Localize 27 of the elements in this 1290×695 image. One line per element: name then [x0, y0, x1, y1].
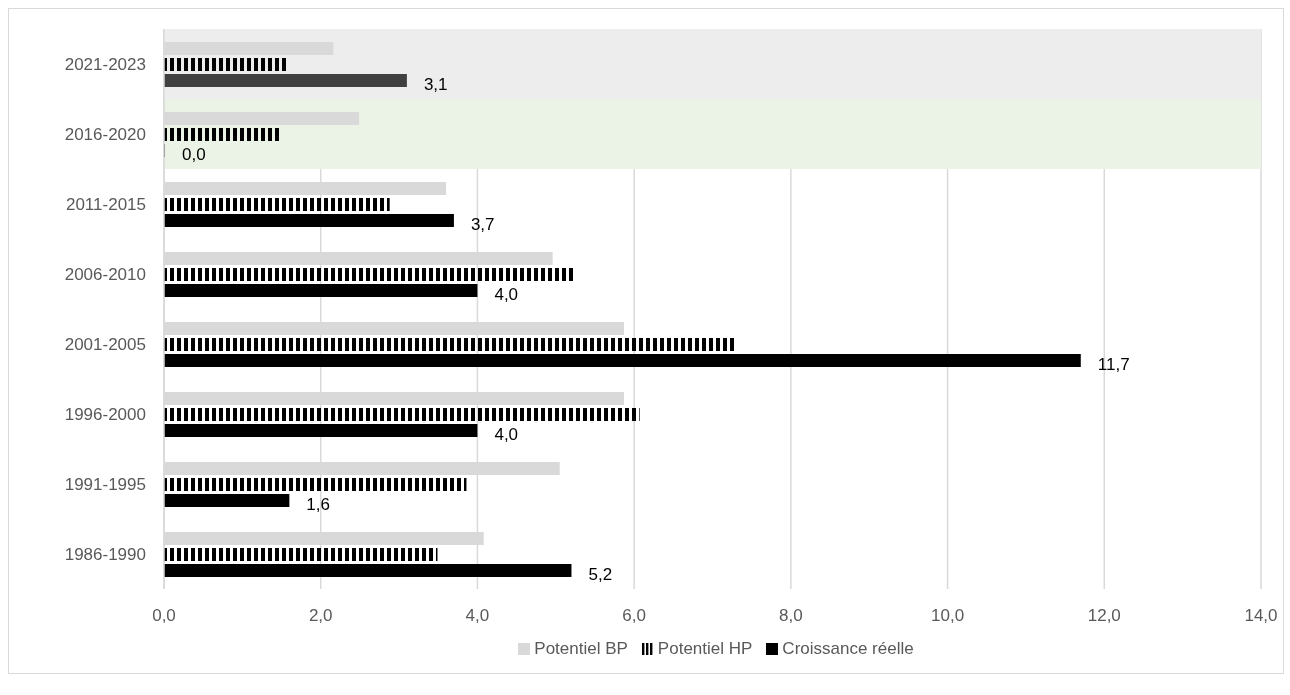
data-label: 4,0 [494, 424, 519, 444]
x-tick-label: 14,0 [1244, 606, 1278, 626]
legend-label: Croissance réelle [781, 639, 914, 659]
data-label: 5,2 [588, 564, 613, 584]
y-tick-label: 2011-2015 [65, 195, 146, 215]
data-label: 1,6 [306, 494, 331, 514]
y-tick-label: 2016-2020 [64, 125, 146, 145]
y-tick-label: 1986-1990 [64, 545, 146, 565]
text: Potentiel HP [656, 639, 753, 659]
y-tick-label: 2006-2010 [64, 265, 146, 285]
x-tick-label: 12,0 [1087, 606, 1121, 626]
x-tick-label: 6,0 [622, 606, 646, 626]
y-tick-label: 1996-2000 [64, 405, 146, 425]
x-tick-label: 4,0 [465, 606, 490, 626]
x-tick-label: 8,0 [779, 606, 803, 626]
legend-label: Potentiel BP [533, 639, 628, 659]
x-tick-label: 0,0 [152, 606, 176, 626]
data-label: 3,1 [423, 74, 448, 94]
data-label: 0,0 [182, 144, 206, 164]
y-tick-label: 2021-2023 [64, 55, 146, 75]
data-label: 4,0 [494, 284, 519, 304]
y-tick-label: 2001-2005 [64, 335, 146, 355]
x-tick-label: 10,0 [931, 606, 965, 626]
data-label: 11,7 [1097, 354, 1130, 374]
data-label: 3,7 [470, 214, 495, 234]
x-tick-label: 2,0 [308, 606, 333, 626]
y-tick-label: 1991-1995 [64, 475, 146, 495]
